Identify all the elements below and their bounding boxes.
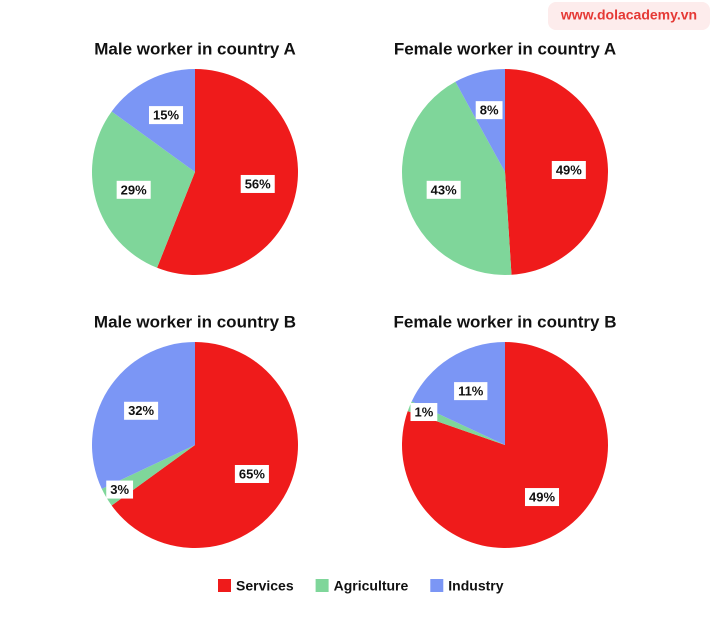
- chart-title: Female worker in country A: [394, 39, 616, 58]
- data-label: 11%: [458, 384, 484, 399]
- label-bg: [551, 160, 586, 179]
- data-label: 29%: [121, 182, 147, 197]
- watermark: www.dolacademy.vn: [560, 7, 697, 23]
- legend-swatch: [430, 579, 444, 592]
- label-bg: [124, 401, 159, 420]
- legend-label: Agriculture: [334, 578, 409, 594]
- watermark-bg: [548, 2, 710, 30]
- label-bg: [475, 101, 503, 120]
- data-label: 32%: [128, 403, 154, 418]
- data-label: 8%: [480, 103, 499, 118]
- data-label: 56%: [245, 176, 271, 191]
- label-bg: [106, 480, 134, 499]
- label-bg: [148, 106, 184, 125]
- legend-swatch: [218, 579, 231, 592]
- label-bg: [426, 180, 461, 199]
- label-bg: [524, 488, 560, 507]
- data-label: 15%: [153, 108, 179, 123]
- chart-title: Male worker in country A: [94, 39, 296, 58]
- label-bg: [240, 174, 275, 193]
- data-label: 49%: [556, 162, 582, 177]
- pie-slice: [157, 69, 299, 275]
- data-label: 3%: [110, 482, 129, 497]
- data-label: 49%: [529, 489, 555, 504]
- pie-slice: [402, 81, 512, 275]
- legend-label: Services: [236, 578, 294, 594]
- data-label: 43%: [431, 182, 457, 197]
- legend-label: Industry: [448, 578, 503, 594]
- legend-swatch: [315, 579, 329, 592]
- label-bg: [454, 382, 488, 401]
- data-label: 65%: [239, 466, 265, 481]
- pie-slice: [111, 342, 298, 548]
- pie-slice: [455, 69, 505, 172]
- data-label: 1%: [415, 404, 434, 419]
- label-bg: [234, 464, 269, 483]
- label-bg: [116, 180, 151, 199]
- chart-title: Male worker in country B: [94, 312, 296, 331]
- chart-title: Female worker in country B: [394, 312, 617, 331]
- label-bg: [410, 403, 438, 422]
